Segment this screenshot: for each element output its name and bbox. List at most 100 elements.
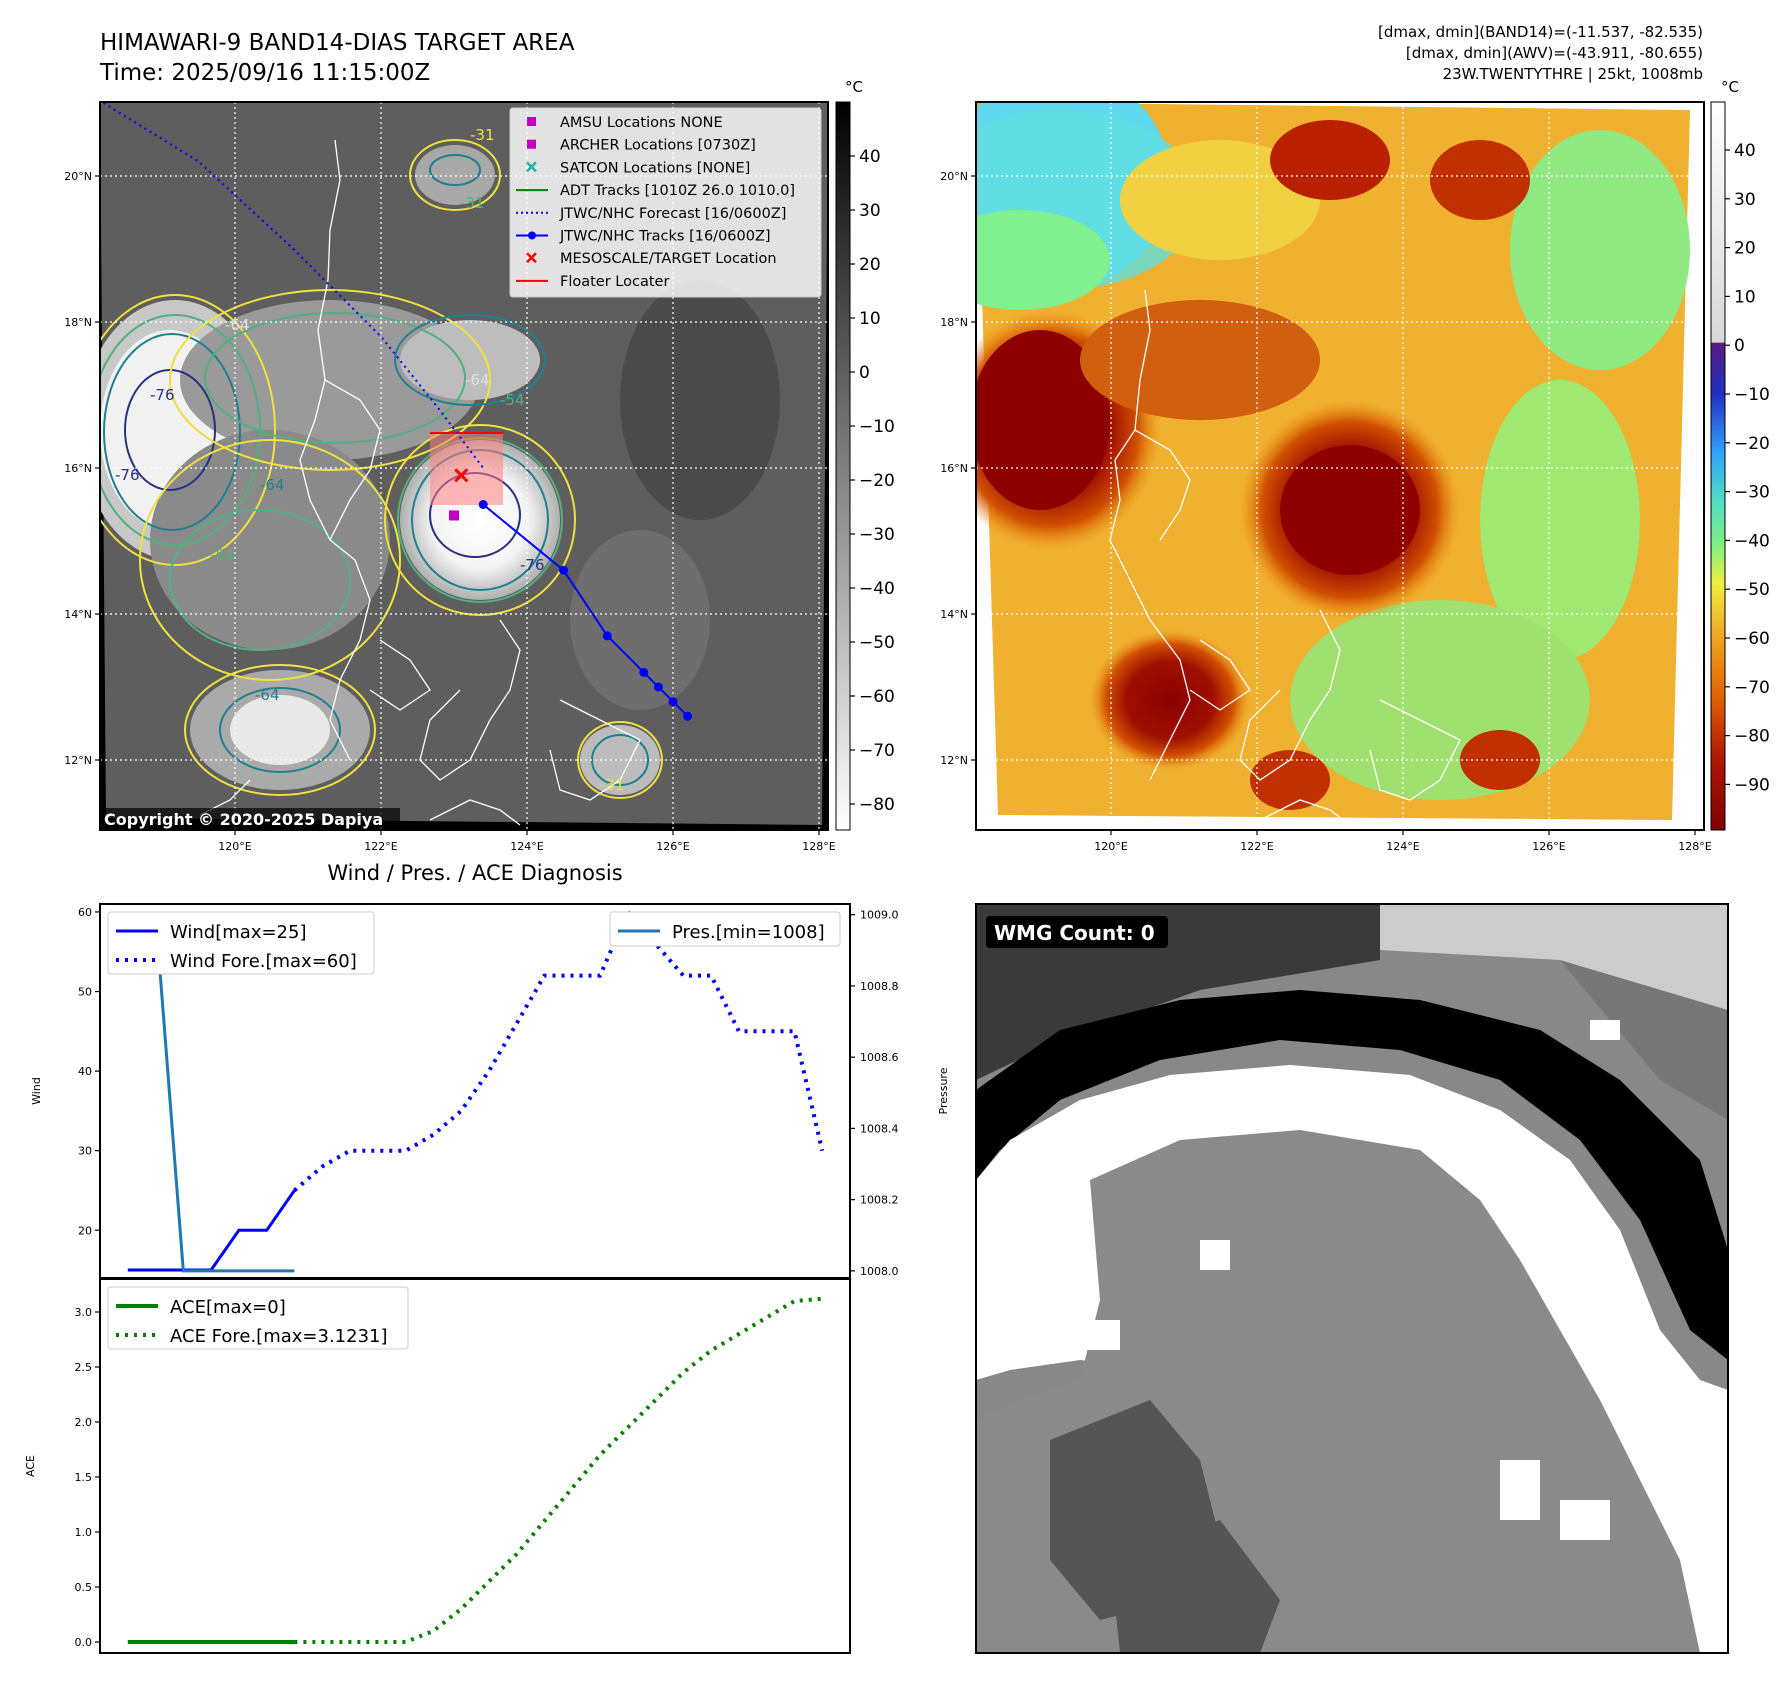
- lon-tick-label: 122°E: [364, 840, 397, 853]
- contour-label: -76: [115, 466, 140, 484]
- enhanced-coastlines: [1109, 289, 1461, 826]
- colorbar-tick-label: 40: [1734, 141, 1756, 161]
- lat-tick-label: 16°N: [940, 462, 968, 475]
- colorbar-tick-label: −30: [1734, 483, 1770, 503]
- wind-pressure-panel: Wind / Pres. / ACE Diagnosis 2030405060 …: [30, 861, 950, 1279]
- wind-axis-label: Wind: [30, 1077, 43, 1105]
- archer-location-marker: [449, 510, 459, 521]
- track-point: [639, 667, 649, 677]
- legend-pressure: Pres.[min=1008]: [672, 922, 825, 943]
- lat-tick-label: 18°N: [940, 316, 968, 329]
- enhanced-imagery: [976, 102, 1704, 830]
- enhanced-colorbar-ticks: 40 30 20 10 0 −10 −20 −30 −40 −50 −60 −70 −80 −90: [1725, 141, 1770, 795]
- enhanced-colorbar-unit: °C: [1721, 78, 1739, 96]
- track-point: [478, 500, 488, 509]
- colorbar-tick-label: −50: [1734, 580, 1770, 600]
- contour-label: -54: [210, 546, 235, 564]
- ace-y-ticks: 0.0 0.5 1.0 1.5 2.0 2.5 3.0: [75, 1306, 100, 1649]
- lon-tick-label: 120°E: [218, 840, 251, 853]
- figure-time: Time: 2025/09/16 11:15:00Z: [99, 60, 430, 86]
- enhanced-lat-ticks: 20°N 18°N 16°N 14°N 12°N: [940, 170, 976, 767]
- legend-square-icon: [527, 117, 536, 126]
- ace-panel: 0.0 0.5 1.0 1.5 2.0 2.5 3.0 ACE ACE[max=0] ACE…: [24, 1278, 851, 1654]
- colorbar-tick-label: −80: [859, 795, 895, 815]
- lat-tick-label: 18°N: [64, 316, 92, 329]
- lon-tick-label: 120°E: [1094, 840, 1127, 853]
- lon-tick-label: 124°E: [1386, 840, 1419, 853]
- map-legend: AMSU Locations NONE ARCHER Locations [073…: [509, 107, 822, 298]
- lat-tick-label: 12°N: [64, 754, 92, 767]
- stats-line-3: 23W.TWENTYTHRE | 25kt, 1008mb: [1443, 65, 1703, 83]
- track-point: [683, 711, 693, 721]
- colorbar-tick-label: −10: [859, 417, 895, 437]
- enhanced-lon-ticks: 120°E 122°E 124°E 126°E 128°E: [1094, 830, 1712, 853]
- wind-tick-label: 30: [78, 1145, 92, 1158]
- colorbar-tick-label: 20: [1734, 239, 1756, 259]
- legend-wind-forecast: Wind Fore.[max=60]: [170, 951, 357, 972]
- pressure-tick-label: 1008.2: [860, 1194, 899, 1207]
- colorbar-tick-label: −20: [859, 471, 895, 491]
- wind-legend: Wind[max=25] Wind Fore.[max=60]: [107, 911, 375, 975]
- lat-tick-label: 20°N: [940, 170, 968, 183]
- ace-tick-label: 0.0: [75, 1636, 93, 1649]
- colorbar-tick-label: −80: [1734, 727, 1770, 747]
- contour-label: -64: [465, 371, 490, 389]
- track-point: [559, 565, 568, 575]
- ace-tick-label: 2.5: [75, 1361, 93, 1374]
- copyright-notice: Copyright © 2020-2025 Dapiya: [104, 810, 383, 829]
- ace-tick-label: 0.5: [75, 1581, 93, 1594]
- wind-forecast-line: [293, 908, 825, 1193]
- wind-tick-label: 20: [78, 1224, 92, 1237]
- lon-tick-label: 124°E: [510, 840, 543, 853]
- colorbar-tick-label: −60: [1734, 629, 1770, 649]
- legend-label: ADT Tracks [1010Z 26.0 1010.0]: [560, 183, 795, 199]
- pressure-tick-label: 1009.0: [860, 909, 899, 922]
- wmg-panel: WMG Count: 0: [975, 903, 1729, 1654]
- ir-colorbar: [835, 101, 851, 831]
- ace-tick-label: 1.5: [75, 1471, 93, 1484]
- legend-label: JTWC/NHC Forecast [16/0600Z]: [559, 206, 786, 222]
- pressure-legend: Pres.[min=1008]: [609, 911, 841, 947]
- lat-tick-label: 14°N: [940, 608, 968, 621]
- legend-label: SATCON Locations [NONE]: [560, 160, 750, 176]
- legend-ace-forecast: ACE Fore.[max=3.1231]: [170, 1326, 388, 1347]
- legend-label: AMSU Locations NONE: [560, 115, 723, 131]
- colorbar-tick-label: −10: [1734, 385, 1770, 405]
- legend-dot-icon: [528, 231, 536, 240]
- figure-title: HIMAWARI-9 BAND14-DIAS TARGET AREA: [100, 30, 575, 56]
- lon-tick-label: 128°E: [802, 840, 835, 853]
- lon-tick-label: 128°E: [1678, 840, 1711, 853]
- ace-tick-label: 1.0: [75, 1526, 93, 1539]
- lat-tick-label: 14°N: [64, 608, 92, 621]
- ir-lat-ticks: 20°N 18°N 16°N 14°N 12°N: [64, 170, 100, 767]
- enhanced-map-panel: 20°N 18°N 16°N 14°N 12°N 120°E 122°E 124°E 126°…: [940, 78, 1770, 853]
- colorbar-tick-label: −70: [859, 741, 895, 761]
- ace-tick-label: 2.0: [75, 1416, 93, 1429]
- legend-x-icon: [526, 252, 537, 264]
- ir-map-panel: -64 -76 -31 -54 -64 -76 -54 -31 -64 -76 …: [64, 78, 895, 853]
- contour-label: -31: [600, 776, 625, 794]
- legend-ace: ACE[max=0]: [170, 1297, 286, 1318]
- colorbar-tick-label: −30: [859, 525, 895, 545]
- legend-label: MESOSCALE/TARGET Location: [560, 251, 777, 267]
- ir-contours: [100, 139, 663, 799]
- legend-wind: Wind[max=25]: [170, 922, 307, 943]
- wmg-count-label: WMG Count: 0: [994, 921, 1155, 945]
- contour-label: -76: [150, 386, 175, 404]
- contour-label: -54: [500, 391, 525, 409]
- ace-legend: ACE[max=0] ACE Fore.[max=3.1231]: [107, 1286, 409, 1350]
- target-location-marker: [454, 468, 469, 483]
- legend-label: Floater Locater: [560, 274, 669, 290]
- wind-tick-label: 50: [78, 986, 92, 999]
- wind-y-ticks: 20 30 40 50 60: [78, 906, 100, 1237]
- enhanced-gridlines: [976, 102, 1704, 830]
- colorbar-tick-label: −70: [1734, 678, 1770, 698]
- colorbar-tick-label: −40: [859, 579, 895, 599]
- ir-colorbar-ticks: 40 30 20 10 0 −10 −20 −30 −40 −50 −60 −70 −80: [850, 147, 895, 815]
- colorbar-tick-label: 40: [859, 147, 881, 167]
- lat-tick-label: 12°N: [940, 754, 968, 767]
- colorbar-tick-label: −40: [1734, 531, 1770, 551]
- pressure-tick-label: 1008.4: [860, 1122, 899, 1135]
- ir-contour-labels: -64 -76 -31 -54 -64 -76 -54 -31 -64 -76 …: [115, 126, 625, 794]
